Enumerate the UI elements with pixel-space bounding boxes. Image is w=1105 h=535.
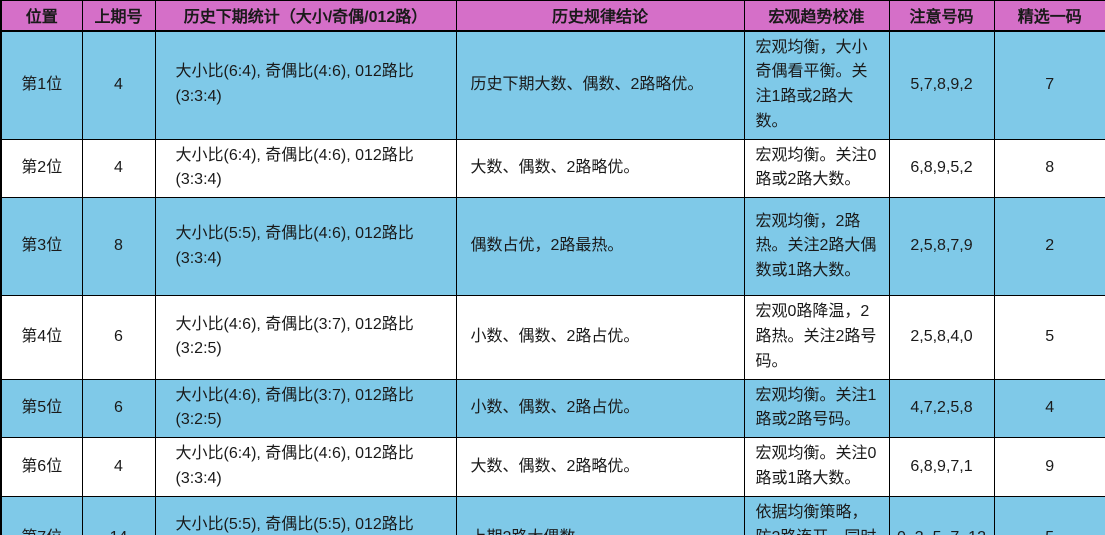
stats-cell: 大小比(6:4), 奇偶比(4:6), 012路比(3:3:4) [154,30,457,140]
selected-number-cell: 5 [993,295,1105,380]
table-row: 第7位 14 大小比(5:5), 奇偶比(5:5), 012路比(5:3:2) … [0,495,1105,535]
last-number-cell: 8 [81,197,156,297]
position-cell: 第4位 [0,295,83,380]
header-last-number: 上期号 [81,0,156,32]
table-row: 第6位 4 大小比(6:4), 奇偶比(4:6), 012路比(3:3:4) 大… [0,437,1105,497]
macro-trend-cell: 宏观均衡，大小奇偶看平衡。关注1路或2路大数。 [743,30,890,140]
table-row: 第1位 4 大小比(6:4), 奇偶比(4:6), 012路比(3:3:4) 历… [0,30,1105,140]
conclusion-cell: 历史下期大数、偶数、2路略优。 [455,30,745,140]
attention-numbers-cell: 5,7,8,9,2 [888,30,995,140]
stats-cell: 大小比(6:4), 奇偶比(4:6), 012路比(3:3:4) [154,138,457,199]
selected-number-cell: 9 [993,437,1105,497]
header-attention-numbers: 注意号码 [888,0,995,32]
attention-numbers-cell: 6,8,9,5,2 [888,138,995,199]
position-cell: 第7位 [0,495,83,535]
last-number-cell: 14 [81,495,156,535]
table-row: 第5位 6 大小比(4:6), 奇偶比(3:7), 012路比(3:2:5) 小… [0,378,1105,439]
macro-trend-cell: 依据均衡策略，防2路连开，同时关注0、1路。 [743,495,890,535]
conclusion-cell: 大数、偶数、2路略优。 [455,437,745,497]
last-number-cell: 4 [81,138,156,199]
conclusion-cell: 上期2路大偶数。 [455,495,745,535]
last-number-cell: 6 [81,295,156,380]
last-number-cell: 6 [81,378,156,439]
attention-numbers-cell: 2,5,8,7,9 [888,197,995,297]
macro-trend-cell: 宏观均衡。关注0路或2路大数。 [743,138,890,199]
stats-cell: 大小比(4:6), 奇偶比(3:7), 012路比(3:2:5) [154,295,457,380]
stats-cell: 大小比(4:6), 奇偶比(3:7), 012路比(3:2:5) [154,378,457,439]
selected-number-cell: 4 [993,378,1105,439]
last-number-cell: 4 [81,30,156,140]
macro-trend-cell: 宏观0路降温，2路热。关注2路号码。 [743,295,890,380]
selected-number-cell: 7 [993,30,1105,140]
attention-numbers-cell: 0, 3, 5, 7, 12 [888,495,995,535]
macro-trend-cell: 宏观均衡。关注1路或2路号码。 [743,378,890,439]
selected-number-cell: 2 [993,197,1105,297]
conclusion-cell: 偶数占优，2路最热。 [455,197,745,297]
position-cell: 第5位 [0,378,83,439]
macro-trend-cell: 宏观均衡。关注0路或1路大数。 [743,437,890,497]
attention-numbers-cell: 4,7,2,5,8 [888,378,995,439]
header-macro-trend: 宏观趋势校准 [743,0,890,32]
position-cell: 第6位 [0,437,83,497]
macro-trend-cell: 宏观均衡，2路热。关注2路大偶数或1路大数。 [743,197,890,297]
header-row: 位置 上期号 历史下期统计（大小/奇偶/012路） 历史规律结论 宏观趋势校准 … [0,0,1105,32]
conclusion-cell: 大数、偶数、2路略优。 [455,138,745,199]
table-row: 第3位 8 大小比(5:5), 奇偶比(4:6), 012路比(3:3:4) 偶… [0,197,1105,297]
header-position: 位置 [0,0,83,32]
stats-cell: 大小比(6:4), 奇偶比(4:6), 012路比(3:3:4) [154,437,457,497]
table-row: 第2位 4 大小比(6:4), 奇偶比(4:6), 012路比(3:3:4) 大… [0,138,1105,199]
stats-cell: 大小比(5:5), 奇偶比(4:6), 012路比(3:3:4) [154,197,457,297]
header-selected-number: 精选一码 [993,0,1105,32]
attention-numbers-cell: 2,5,8,4,0 [888,295,995,380]
table-row: 第4位 6 大小比(4:6), 奇偶比(3:7), 012路比(3:2:5) 小… [0,295,1105,380]
conclusion-cell: 小数、偶数、2路占优。 [455,295,745,380]
header-stats: 历史下期统计（大小/奇偶/012路） [154,0,457,32]
conclusion-cell: 小数、偶数、2路占优。 [455,378,745,439]
last-number-cell: 4 [81,437,156,497]
selected-number-cell: 5 [993,495,1105,535]
attention-numbers-cell: 6,8,9,7,1 [888,437,995,497]
position-cell: 第3位 [0,197,83,297]
position-cell: 第1位 [0,30,83,140]
header-conclusion: 历史规律结论 [455,0,745,32]
stats-cell: 大小比(5:5), 奇偶比(5:5), 012路比(5:3:2) [154,495,457,535]
position-cell: 第2位 [0,138,83,199]
selected-number-cell: 8 [993,138,1105,199]
